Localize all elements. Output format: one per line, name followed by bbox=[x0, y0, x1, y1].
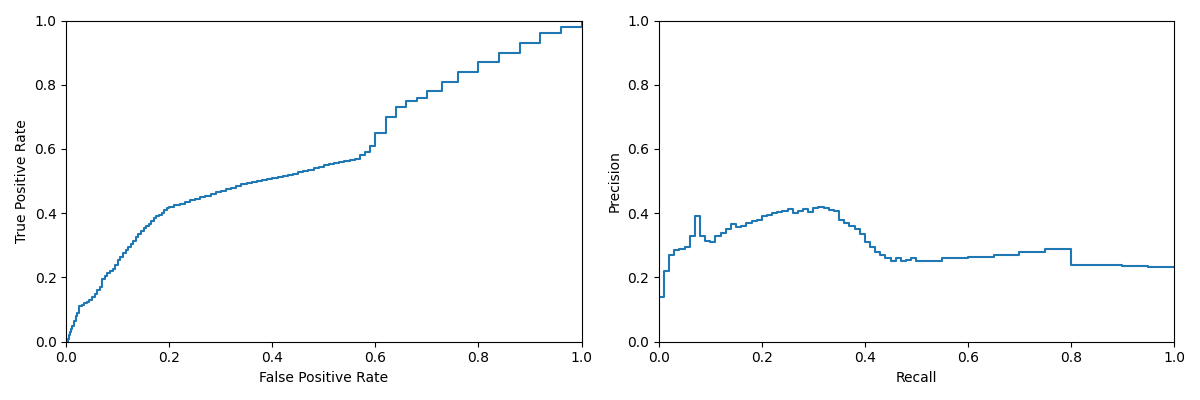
Y-axis label: Precision: Precision bbox=[607, 150, 622, 212]
X-axis label: Recall: Recall bbox=[895, 371, 937, 385]
X-axis label: False Positive Rate: False Positive Rate bbox=[259, 371, 389, 385]
Y-axis label: True Positive Rate: True Positive Rate bbox=[16, 119, 29, 243]
